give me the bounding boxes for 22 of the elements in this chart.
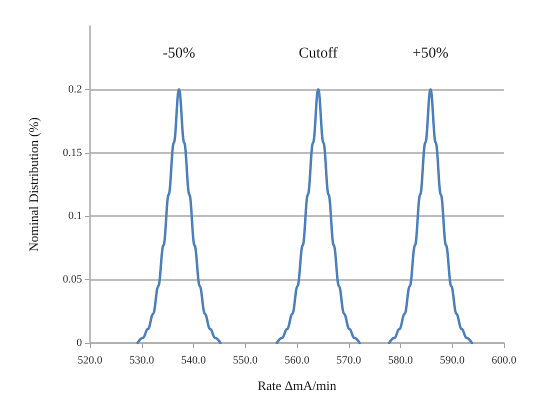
x-tick-label: 590.0: [440, 354, 466, 366]
x-tick-label: 560.0: [284, 354, 310, 366]
annotation: -50%: [162, 45, 196, 62]
line-series: [276, 88, 361, 344]
y-tick-label: 0.05: [62, 274, 82, 286]
x-tick-label: 520.0: [78, 354, 103, 366]
x-tick-label: 550.0: [232, 354, 258, 366]
line-series: [136, 88, 222, 344]
x-tick-label: 530.0: [129, 354, 155, 366]
y-axis-title: Nominal Distribution (%): [26, 117, 41, 252]
annotation: Cutoff: [298, 45, 338, 62]
y-tick-label: 0.2: [68, 83, 82, 96]
x-tick-label: 540.0: [181, 354, 206, 366]
x-tick-label: 580.0: [388, 354, 414, 366]
y-tick-label: 0: [76, 337, 82, 349]
line-series: [388, 88, 474, 344]
x-tick-label: 570.0: [336, 354, 362, 366]
x-axis-title: Rate ΔmA/min: [258, 378, 337, 393]
annotation: +50%: [412, 45, 448, 62]
x-tick-label: 600.0: [492, 354, 517, 366]
y-tick-label: 0.15: [62, 146, 82, 159]
y-tick-label: 0.1: [68, 210, 82, 222]
